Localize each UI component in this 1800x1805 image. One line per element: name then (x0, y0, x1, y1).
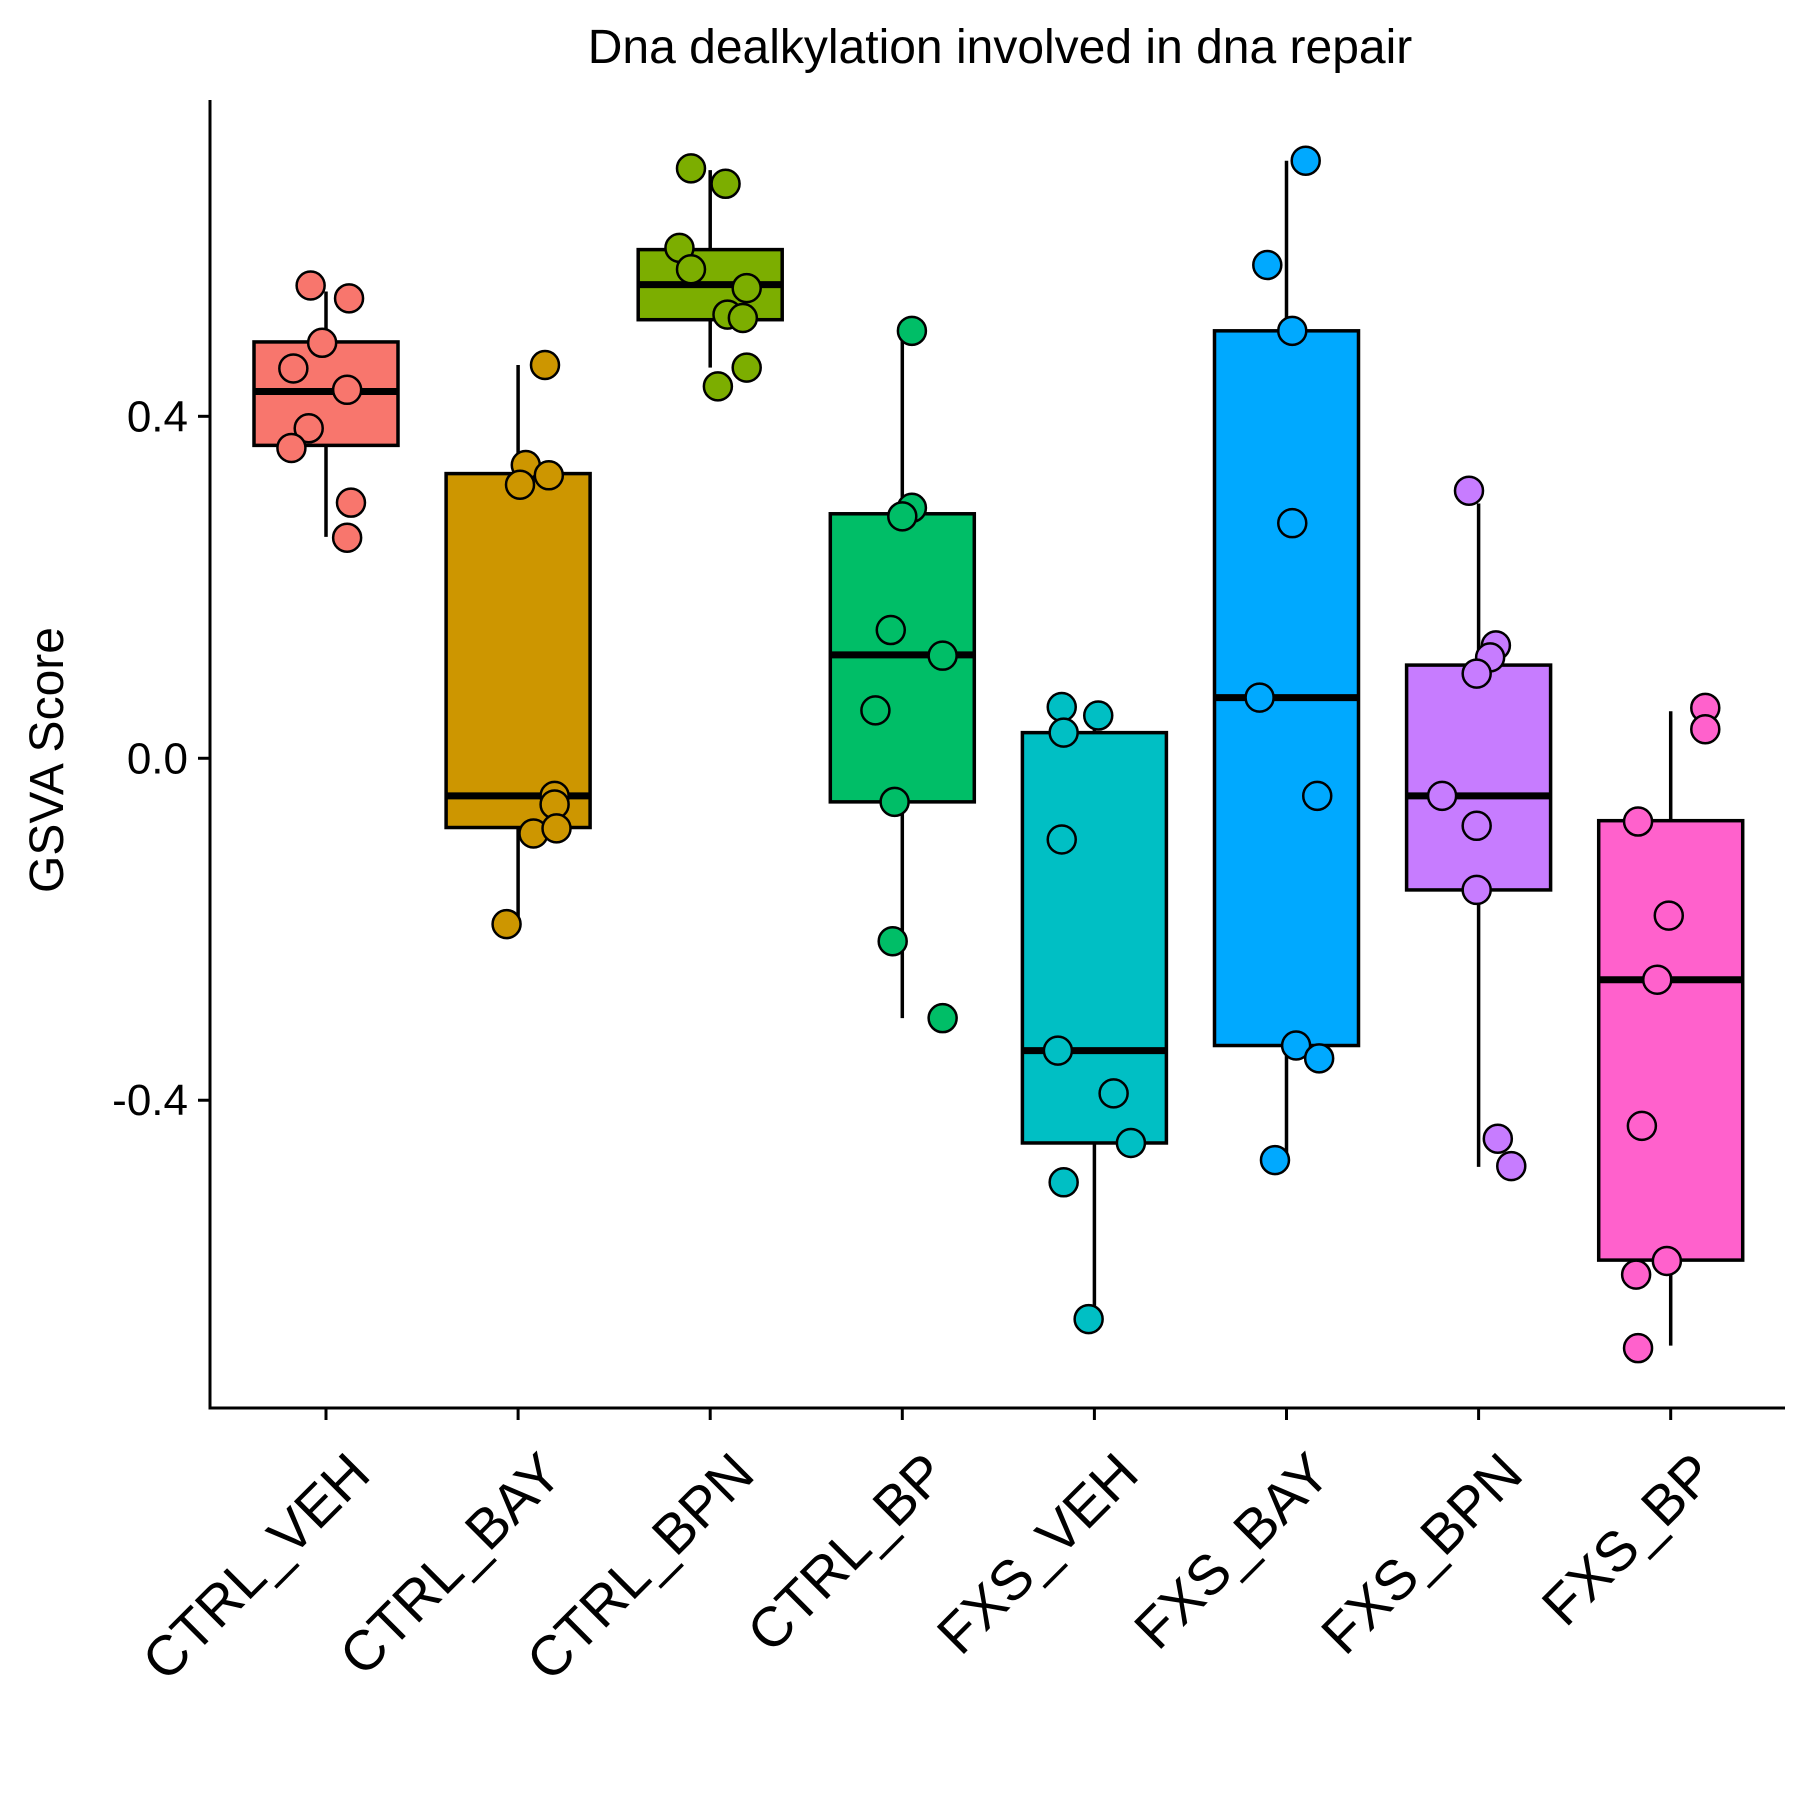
data-point-fxs-bpn (1496, 1150, 1527, 1182)
data-point-ctrl-bp (887, 501, 918, 532)
data-point-ctrl-bp (879, 786, 910, 818)
data-point-fxs-veh (1048, 717, 1079, 748)
data-point-ctrl-bay (504, 469, 536, 500)
data-point-ctrl-bp (896, 315, 928, 347)
y-tick-label: 0.0 (127, 734, 188, 783)
box-rect-fxs-veh (1020, 730, 1169, 1145)
box-fxs-veh (1020, 710, 1169, 1320)
data-point-fxs-bay (1277, 507, 1308, 539)
data-point-fxs-veh (1046, 691, 1077, 723)
data-point-ctrl-bp (927, 640, 958, 671)
box-rect-ctrl-bay (444, 471, 592, 830)
data-point-fxs-bp (1620, 1259, 1652, 1290)
data-point-fxs-bpn (1453, 475, 1485, 506)
data-point-fxs-bpn (1426, 780, 1458, 812)
data-point-fxs-veh (1115, 1127, 1147, 1159)
data-point-ctrl-veh (276, 432, 307, 464)
box-ctrl-bay (444, 365, 592, 925)
data-point-fxs-bay (1252, 249, 1283, 281)
data-point-ctrl-bay (541, 813, 572, 844)
points-layer (276, 145, 1721, 1364)
boxes-layer (252, 160, 1745, 1346)
data-point-fxs-bp (1653, 900, 1685, 931)
box-ctrl-bp (828, 329, 977, 1019)
data-point-fxs-bay (1277, 315, 1308, 347)
data-point-ctrl-bay (529, 349, 561, 381)
data-point-fxs-veh (1048, 1167, 1079, 1198)
box-rect-fxs-bay (1212, 329, 1361, 1048)
data-point-ctrl-veh (293, 413, 324, 444)
data-point-ctrl-veh (335, 487, 367, 518)
data-point-fxs-bp (1622, 1332, 1654, 1364)
data-point-fxs-bp (1622, 806, 1654, 837)
data-point-ctrl-bpn (702, 371, 734, 402)
data-point-fxs-bay (1244, 682, 1275, 713)
data-point-fxs-bpn (1461, 874, 1492, 906)
data-point-fxs-bay (1280, 1030, 1312, 1061)
box-rect-fxs-bpn (1404, 663, 1553, 892)
x-tick-label: FXS_BAY (1122, 1441, 1342, 1661)
data-point-fxs-veh (1082, 700, 1114, 731)
data-point-fxs-bay (1301, 780, 1333, 812)
data-point-fxs-bpn (1461, 658, 1492, 689)
data-point-fxs-bpn (1461, 810, 1492, 842)
data-point-ctrl-bpn (727, 302, 759, 334)
data-point-ctrl-bay (533, 460, 565, 491)
x-tick-label: FXS_VEH (925, 1441, 1150, 1666)
data-point-fxs-bp (1651, 1245, 1683, 1277)
data-point-fxs-bay (1259, 1144, 1291, 1176)
data-point-ctrl-bpn (675, 254, 707, 285)
data-point-ctrl-veh (331, 374, 363, 406)
data-point-fxs-veh (1042, 1035, 1074, 1066)
data-point-ctrl-veh (333, 283, 365, 314)
data-point-fxs-veh (1098, 1078, 1129, 1109)
data-point-fxs-bp (1642, 964, 1673, 995)
y-tick-label: 0.4 (127, 392, 188, 441)
data-point-ctrl-veh (278, 353, 309, 384)
data-point-ctrl-bp (877, 925, 908, 957)
data-point-fxs-bp (1626, 1110, 1658, 1142)
data-point-fxs-veh (1073, 1303, 1104, 1335)
box-fxs-bp (1596, 711, 1745, 1346)
data-point-ctrl-bp (860, 695, 891, 726)
data-point-fxs-veh (1046, 824, 1077, 855)
data-point-ctrl-bp (927, 1002, 958, 1034)
data-point-ctrl-bpn (731, 272, 762, 304)
data-point-ctrl-veh (306, 327, 338, 359)
data-point-ctrl-bpn (710, 168, 741, 200)
data-point-ctrl-bpn (731, 352, 762, 383)
box-ctrl-veh (252, 291, 400, 537)
data-point-ctrl-bp (875, 614, 907, 646)
y-axis-title: GSVA Score (21, 627, 74, 893)
data-point-fxs-bay (1303, 1043, 1335, 1074)
data-point-ctrl-bpn (675, 153, 707, 184)
box-ctrl-bpn (636, 170, 784, 368)
data-point-fxs-bay (1290, 145, 1321, 176)
y-tick-label: -0.4 (112, 1076, 188, 1125)
data-point-fxs-bp (1690, 713, 1721, 745)
data-point-fxs-bpn (1482, 1123, 1514, 1154)
box-rect-fxs-bp (1596, 818, 1745, 1262)
data-point-ctrl-veh (295, 270, 326, 301)
data-point-ctrl-bay (491, 908, 522, 940)
x-tick-label: FXS_BP (1530, 1441, 1726, 1637)
axes-layer: 0.40.0-0.4CTRL_VEHCTRL_BAYCTRL_BPNCTRL_B… (112, 100, 1785, 1692)
box-fxs-bay (1212, 160, 1361, 1161)
data-point-ctrl-veh (331, 522, 363, 553)
x-tick-label: FXS_BPN (1309, 1441, 1534, 1666)
chart-title: Dna dealkylation involved in dna repair (588, 21, 1413, 74)
x-tick-label: CTRL_BP (735, 1441, 958, 1664)
